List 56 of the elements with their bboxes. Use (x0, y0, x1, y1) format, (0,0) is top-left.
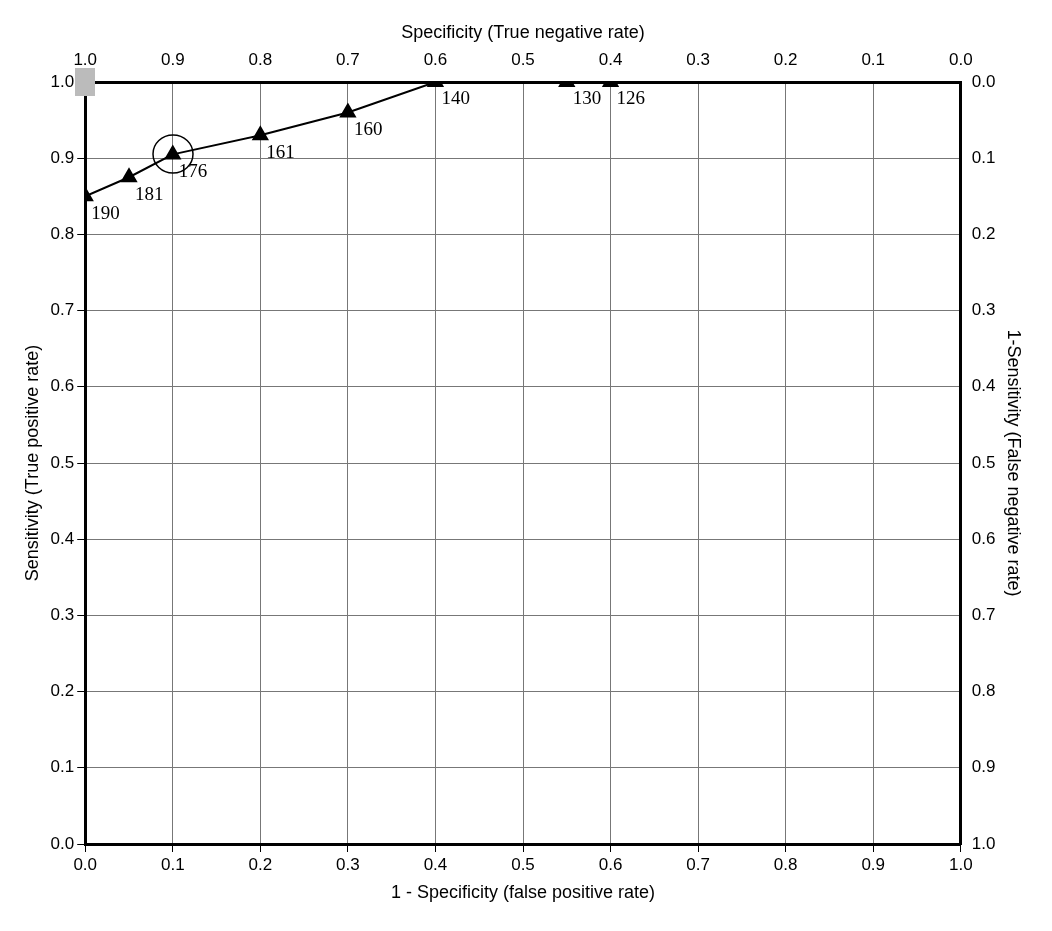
x-tick-label: 1.0 (948, 854, 973, 874)
x2-tick-label: 0.8 (248, 50, 273, 70)
x-tick-label: 0.6 (598, 854, 623, 874)
annotation: 176 (178, 159, 208, 181)
x2-tick-label: 0.7 (336, 50, 360, 70)
y2-axis-title: 1-Sensitivity (False negative rate) (1004, 329, 1025, 597)
x2-tick-label: 0.3 (686, 50, 710, 70)
y-tick-label: 0.4 (50, 528, 75, 548)
y2-tick-label: 0.4 (971, 376, 996, 396)
y2-tick-label: 0.0 (971, 71, 996, 91)
x-tick-label: 0.0 (73, 854, 98, 874)
y2-tick-label: 1.0 (971, 833, 996, 853)
x-tick-label: 0.7 (686, 854, 710, 874)
y2-tick-label: 0.8 (971, 681, 996, 701)
annotation: 181 (135, 182, 164, 204)
y2-tick-label: 0.1 (971, 147, 996, 167)
y2-tick-label: 0.7 (971, 605, 996, 625)
annotation: 130 (572, 87, 602, 109)
y2-tick-label: 0.2 (971, 224, 996, 244)
x-tick-label: 0.9 (861, 854, 886, 874)
y-tick-label: 0.7 (50, 300, 75, 320)
y-tick-label: 0.8 (50, 224, 75, 244)
y-tick-label: 0.3 (50, 605, 75, 625)
x2-tick-label: 0.1 (861, 50, 886, 70)
x-tick-label: 0.5 (511, 854, 535, 874)
y-tick-label: 0.1 (50, 757, 75, 777)
annotation: 140 (441, 87, 470, 109)
x2-tick-label: 0.5 (511, 50, 535, 70)
y2-tick-label: 0.5 (971, 452, 996, 472)
x2-tick-label: 0.9 (160, 50, 185, 70)
y2-tick-label: 0.3 (971, 300, 996, 320)
x2-axis-title: Specificity (True negative rate) (401, 21, 645, 42)
x-tick-label: 0.1 (160, 854, 185, 874)
annotation: 160 (353, 117, 383, 139)
x2-tick-label: 0.2 (773, 50, 798, 70)
y-tick-label: 0.5 (50, 452, 75, 472)
annotation: 161 (266, 140, 295, 162)
x-axis-title: 1 - Specificity (false positive rate) (390, 882, 656, 903)
y-tick-label: 0.0 (50, 833, 75, 853)
x2-tick-label: 0.4 (598, 50, 623, 70)
x2-tick-label: 0.0 (948, 50, 973, 70)
y2-tick-label: 0.6 (971, 528, 996, 548)
y-tick-label: 0.9 (50, 147, 75, 167)
y2-tick-label: 0.9 (971, 757, 996, 777)
x2-tick-label: 1.0 (73, 50, 98, 70)
x-tick-label: 0.3 (336, 854, 360, 874)
annotation: 126 (616, 87, 646, 109)
y-tick-label: 0.2 (50, 681, 75, 701)
x-tick-label: 0.2 (248, 854, 273, 874)
x2-tick-label: 0.6 (423, 50, 448, 70)
x-tick-label: 0.4 (423, 854, 448, 874)
x-tick-label: 0.8 (773, 854, 798, 874)
y-tick-label: 1.0 (50, 71, 75, 91)
y-axis-title: Sensitivity (True positive rate) (21, 344, 42, 582)
y-tick-label: 0.6 (50, 376, 75, 396)
annotation: 190 (91, 201, 120, 223)
